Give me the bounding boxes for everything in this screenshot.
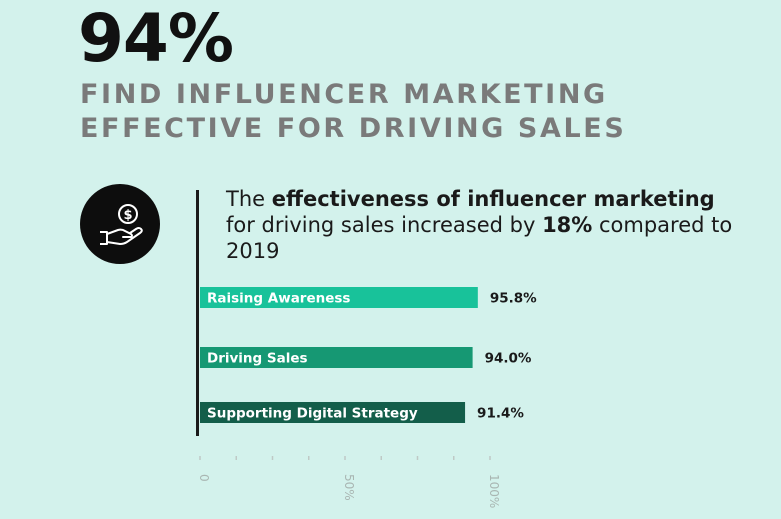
description-bold-1: effectiveness of influencer marketing <box>271 187 715 211</box>
x-tick-label-1: 0 <box>197 474 211 482</box>
bar-label-2: Driving Sales <box>207 351 308 367</box>
value-label-3: 91.4% <box>477 406 524 422</box>
bar-3 <box>200 402 466 423</box>
description-part-1: The <box>226 187 272 211</box>
value-label-2: 94.0% <box>485 351 532 367</box>
headline-text: FIND INFLUENCER MARKETING EFFECTIVE FOR … <box>80 78 626 146</box>
value-label-1: 95.8% <box>490 291 537 307</box>
description-text: The effectiveness of influencer marketin… <box>226 186 746 264</box>
vertical-divider <box>196 190 199 436</box>
headline-line-1: FIND INFLUENCER MARKETING <box>80 79 608 110</box>
bar-label-1: Raising Awareness <box>207 291 350 307</box>
description-part-3: compared to 2019 <box>226 213 733 263</box>
svg-text:$: $ <box>123 208 132 223</box>
bar-1 <box>200 287 478 308</box>
x-tick-label-2: 50% <box>342 474 356 501</box>
description-part-2: for driving sales increased by <box>226 213 543 237</box>
headline-line-2: EFFECTIVE FOR DRIVING SALES <box>80 113 627 144</box>
x-tick-label-3: 100% <box>487 474 501 508</box>
bar-label-3: Supporting Digital Strategy <box>207 406 418 422</box>
headline-stat: 94% <box>78 0 234 77</box>
bar-2 <box>200 347 473 368</box>
description-bold-2: 18% <box>542 213 593 237</box>
hand-money-icon: $ <box>80 184 160 264</box>
